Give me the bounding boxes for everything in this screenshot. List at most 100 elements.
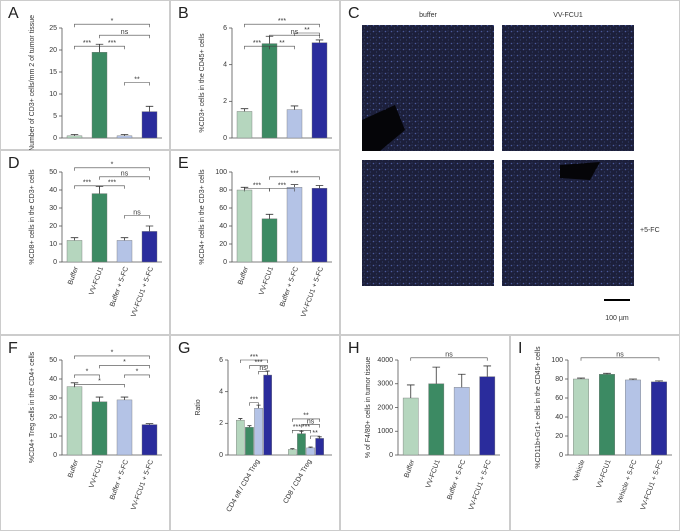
error-bar [145, 225, 154, 232]
bar [236, 111, 253, 139]
y-tick-label: 40 [555, 414, 563, 421]
bar [651, 381, 668, 456]
bracket [301, 430, 311, 434]
y-tick-label: 25 [49, 25, 57, 32]
error-bar [265, 213, 274, 219]
error-bar [238, 418, 243, 421]
significance: *** [290, 171, 298, 178]
bracket [74, 355, 150, 359]
y-tick-label: 60 [219, 205, 227, 212]
bar [236, 419, 245, 456]
error-bar [603, 372, 611, 375]
y-tick-label: 30 [49, 395, 57, 402]
bar [141, 231, 158, 263]
panel-letter: B [178, 5, 189, 22]
error-bar [145, 423, 154, 425]
y-tick-label: 4 [223, 62, 227, 69]
y-axis-label: % of F4/80+ cells in tumor tissue [365, 357, 372, 458]
error-bar [120, 237, 129, 241]
error-bar [70, 134, 79, 136]
bar [315, 438, 324, 456]
column-label: buffer [419, 12, 437, 19]
x-tick-label: Buffer + 5-FC [279, 266, 300, 308]
y-axis-label: %CD4+ Treg cells in the CD4+ cells [29, 351, 36, 463]
bar [479, 376, 496, 456]
significance: *** [108, 40, 116, 47]
significance: ns [121, 171, 129, 178]
x-tick-label: CD4 eff / CD4 Treg [226, 458, 262, 513]
x-tick-label: VV-FCU1 [88, 459, 105, 489]
bracket [124, 215, 150, 219]
bar [261, 43, 278, 139]
bracket [580, 357, 660, 361]
y-tick-label: 50 [49, 169, 57, 176]
bracket [410, 357, 488, 361]
row-label: +5-FC [640, 227, 660, 234]
panel-border [170, 150, 340, 335]
bracket [99, 185, 125, 189]
x-tick-label: Buffer [67, 458, 80, 478]
significance: ** [279, 40, 285, 47]
error-bar [290, 448, 295, 450]
error-bar [406, 384, 415, 398]
bracket [74, 384, 125, 388]
bracket [310, 435, 320, 439]
bracket [249, 402, 259, 406]
bracket [99, 365, 150, 369]
significance: *** [83, 180, 91, 187]
error-bar [577, 377, 585, 379]
significance: ns [121, 29, 129, 36]
bar [141, 424, 158, 456]
significance: ** [303, 413, 309, 420]
x-tick-label: Buffer + 5-FC [109, 266, 130, 308]
significance: ns [259, 365, 267, 372]
significance: ns [616, 352, 624, 359]
y-tick-label: 1000 [377, 428, 393, 435]
significance: *** [254, 360, 262, 367]
bar [91, 193, 108, 263]
significance: *** [293, 424, 301, 431]
y-tick-label: 10 [49, 241, 57, 248]
bar [116, 135, 133, 139]
x-tick-label: VV-FCU1 + 5-FC [468, 459, 493, 511]
bar [599, 374, 616, 456]
y-axis-label: %CD11b+Gr1+ cells in the CD45+ cells [535, 346, 542, 469]
panel-letter: I [518, 340, 522, 357]
x-tick-label: VV-FCU1 + 5-FC [640, 459, 665, 511]
y-tick-label: 20 [49, 223, 57, 230]
significance: *** [253, 182, 261, 189]
error-bar [315, 39, 324, 43]
significance: * [123, 359, 126, 366]
x-tick-label: VV-FCU1 + 5-FC [300, 266, 325, 318]
bracket [124, 82, 150, 86]
bracket [269, 188, 295, 192]
bar [254, 408, 263, 456]
significance: *** [278, 182, 286, 189]
x-tick-label: VV-FCU1 [596, 459, 613, 489]
x-tick-label: Buffer [237, 265, 250, 285]
y-tick-label: 100 [215, 169, 227, 176]
bracket [99, 34, 150, 39]
y-tick-label: 40 [49, 187, 57, 194]
panel-letter: G [178, 340, 190, 357]
panel-letter: D [8, 155, 20, 172]
bracket [292, 418, 320, 422]
bar [286, 109, 303, 139]
bracket [258, 371, 268, 375]
y-tick-label: 0 [559, 452, 563, 459]
bar [91, 401, 108, 456]
micrograph [362, 160, 494, 286]
significance: *** [83, 40, 91, 47]
bar [402, 397, 419, 456]
error-bar [95, 396, 104, 402]
x-tick-label: Buffer [67, 265, 80, 285]
y-tick-label: 0 [223, 135, 227, 142]
error-bar [457, 373, 466, 388]
significance: ** [312, 430, 318, 437]
y-tick-label: 20 [219, 241, 227, 248]
bracket [244, 23, 320, 28]
bar [306, 447, 315, 456]
x-tick-label: VV-FCU1 [425, 459, 442, 489]
x-tick-label: Buffer + 5-FC [446, 459, 467, 501]
y-tick-label: 10 [49, 433, 57, 440]
